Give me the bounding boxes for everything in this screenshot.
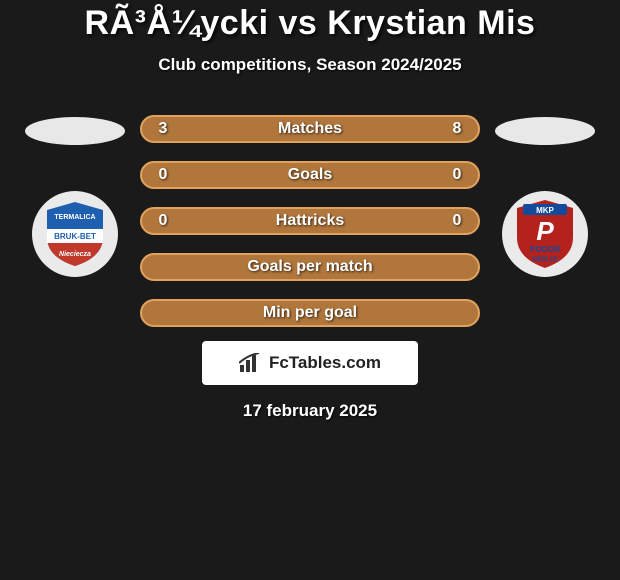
crest-left-text-bottom: Nieciecza (59, 251, 91, 258)
crest-left-text-top: TERMALICA (54, 214, 95, 221)
stat-row: 3 Matches 8 (140, 115, 480, 143)
stat-label: Matches (278, 120, 342, 138)
team-right-crest-svg: MKP P POGOŃ SIEDLCE (507, 196, 583, 272)
crest-right-letter: P (536, 216, 554, 246)
stat-label: Hattricks (276, 212, 344, 230)
stat-right-value: 0 (450, 212, 464, 230)
stat-left-value: 0 (156, 212, 170, 230)
subtitle: Club competitions, Season 2024/2025 (0, 55, 620, 75)
crest-left-text-band: BRUK-BET (54, 232, 96, 241)
snapshot-date: 17 february 2025 (0, 401, 620, 421)
crest-right-text-bottom2: SIEDLCE (532, 257, 558, 263)
stat-left-value: 3 (156, 120, 170, 138)
page-title: RÃ³Å¼ycki vs Krystian Mis (0, 4, 620, 43)
bars-icon (239, 353, 263, 373)
stat-right-value: 8 (450, 120, 464, 138)
player-right-photo-placeholder (495, 117, 595, 145)
crest-right-text-bottom1: POGOŃ (530, 245, 560, 254)
stat-right-value: 0 (450, 166, 464, 184)
stat-row: 0 Goals 0 (140, 161, 480, 189)
stat-row: Min per goal (140, 299, 480, 327)
branding-badge[interactable]: FcTables.com (202, 341, 418, 385)
stat-row: Goals per match (140, 253, 480, 281)
stat-label: Goals per match (247, 258, 372, 276)
stat-label: Min per goal (263, 304, 357, 322)
team-left-crest: TERMALICA BRUK-BET Nieciecza (32, 191, 118, 277)
player-left-photo-placeholder (25, 117, 125, 145)
branding-text: FcTables.com (269, 353, 381, 373)
comparison-widget: RÃ³Å¼ycki vs Krystian Mis Club competiti… (0, 0, 620, 421)
stat-left-value: 0 (156, 166, 170, 184)
stats-list: 3 Matches 8 0 Goals 0 0 Hattricks 0 Goals per mat… (140, 115, 480, 327)
stat-row: 0 Hattricks 0 (140, 207, 480, 235)
stat-label: Goals (288, 166, 332, 184)
team-left-crest-svg: TERMALICA BRUK-BET Nieciecza (40, 199, 110, 269)
player-right-column: MKP P POGOŃ SIEDLCE (490, 115, 600, 277)
comparison-body: TERMALICA BRUK-BET Nieciecza 3 Matches 8 0 G… (0, 115, 620, 327)
crest-right-text-top: MKP (536, 206, 554, 215)
team-right-crest: MKP P POGOŃ SIEDLCE (502, 191, 588, 277)
player-left-column: TERMALICA BRUK-BET Nieciecza (20, 115, 130, 277)
